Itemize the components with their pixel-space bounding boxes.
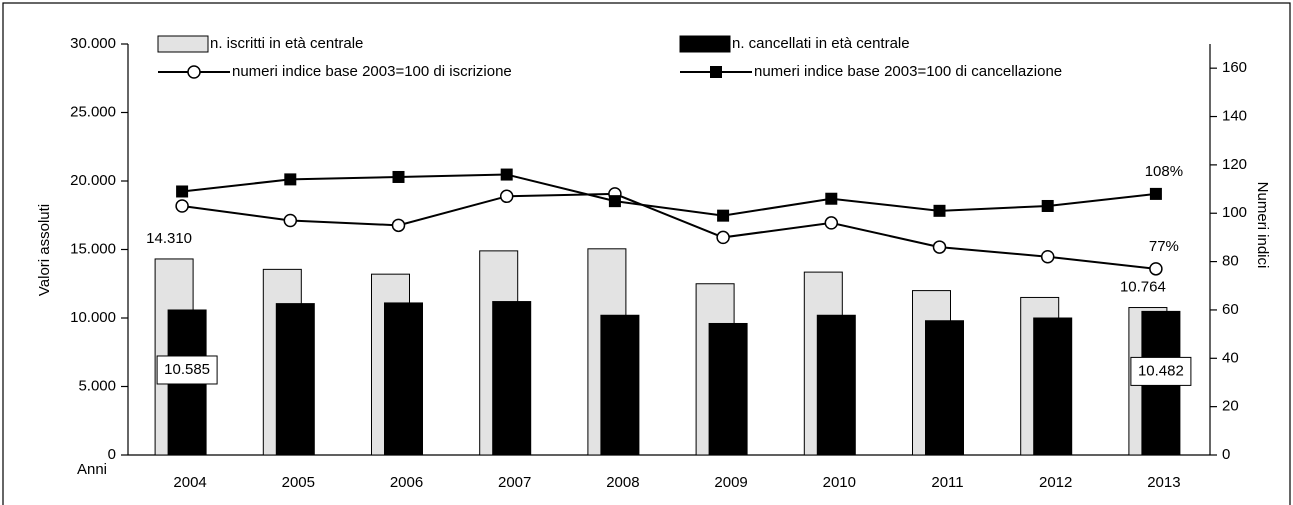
x-axis-label: Anni xyxy=(77,461,107,478)
y-tick-label: 10.000 xyxy=(70,309,116,326)
y-tick-label: 0 xyxy=(108,446,116,463)
bar xyxy=(384,302,423,456)
data-label-box xyxy=(1130,356,1192,386)
line-marker xyxy=(933,204,946,217)
y2-tick-label: 60 xyxy=(1222,301,1239,318)
bar xyxy=(708,322,748,456)
line-marker xyxy=(392,170,405,183)
y2-tick-label: 20 xyxy=(1222,398,1239,415)
y2-tick-label: 0 xyxy=(1222,446,1230,463)
x-tick-label: 2004 xyxy=(173,474,206,491)
x-tick-label: 2009 xyxy=(714,474,747,491)
x-tick-label: 2005 xyxy=(282,474,315,491)
data-label: 10.585 xyxy=(164,361,210,378)
x-tick-label: 2007 xyxy=(498,474,531,491)
line-marker xyxy=(499,189,514,204)
bar xyxy=(492,301,532,456)
line-marker xyxy=(391,218,406,233)
line-marker xyxy=(284,173,297,186)
data-label: 10.764 xyxy=(1120,279,1166,296)
x-tick-label: 2011 xyxy=(931,474,963,491)
x-tick-label: 2010 xyxy=(823,474,856,491)
y2-tick-label: 140 xyxy=(1222,107,1247,124)
line-marker xyxy=(717,209,730,222)
x-tick-label: 2006 xyxy=(390,474,423,491)
data-label-box xyxy=(156,355,218,385)
legend-swatch xyxy=(157,35,209,53)
y-tick-label: 20.000 xyxy=(70,172,116,189)
legend-marker xyxy=(187,65,201,79)
y2-tick-label: 80 xyxy=(1222,253,1239,270)
line-marker xyxy=(716,230,730,245)
line-marker xyxy=(176,185,189,198)
legend-label: n. iscritti in età centrale xyxy=(210,35,363,52)
y2-tick-label: 40 xyxy=(1222,349,1239,366)
x-tick-label: 2008 xyxy=(606,474,639,491)
bar xyxy=(275,303,315,456)
legend-label: numeri indice base 2003=100 di cancellaz… xyxy=(754,63,1062,80)
line-marker xyxy=(608,195,621,208)
y-tick-label: 15.000 xyxy=(70,240,116,257)
line-marker xyxy=(500,168,513,181)
line-marker xyxy=(1149,187,1162,200)
bar xyxy=(816,314,856,456)
legend-swatch xyxy=(679,35,731,53)
y-axis-label: Valori assoluti xyxy=(36,204,53,296)
line xyxy=(181,173,1157,217)
x-tick-label: 2012 xyxy=(1039,474,1072,491)
line xyxy=(181,192,1157,270)
line-marker xyxy=(283,213,298,228)
line-marker xyxy=(1040,250,1055,264)
line-marker xyxy=(824,216,839,230)
x-tick-label: 2013 xyxy=(1147,474,1180,491)
line-marker xyxy=(1149,262,1163,276)
legend-marker xyxy=(710,66,722,78)
line-marker xyxy=(175,199,189,213)
line-marker xyxy=(1041,199,1054,212)
y-tick-label: 30.000 xyxy=(70,35,116,52)
line-marker xyxy=(825,192,838,205)
y2-tick-label: 160 xyxy=(1222,59,1247,76)
y2-tick-label: 100 xyxy=(1222,204,1247,221)
y-tick-label: 5.000 xyxy=(78,377,116,394)
data-label: 14.310 xyxy=(146,230,192,247)
legend-label: numeri indice base 2003=100 di iscrizion… xyxy=(232,63,512,80)
legend-label: n. cancellati in età centrale xyxy=(732,35,910,52)
data-label: 108% xyxy=(1145,163,1183,180)
bar xyxy=(1033,317,1073,456)
bar xyxy=(925,320,964,456)
bar xyxy=(600,314,640,456)
y2-axis-label: Numeri indici xyxy=(1254,182,1271,269)
line-marker xyxy=(932,240,947,254)
data-label: 77% xyxy=(1149,238,1179,255)
data-label: 10.482 xyxy=(1138,362,1184,379)
y2-tick-label: 120 xyxy=(1222,156,1247,173)
y-tick-label: 25.000 xyxy=(70,103,116,120)
